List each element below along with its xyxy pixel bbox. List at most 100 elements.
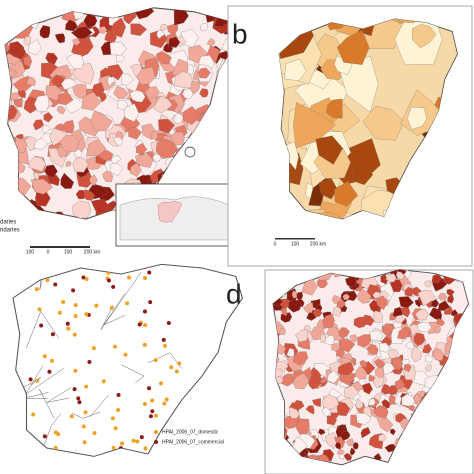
outbreak-point (45, 278, 50, 283)
outbreak-point (66, 326, 71, 331)
district (289, 406, 300, 419)
district (46, 222, 62, 236)
district (378, 433, 387, 442)
district (61, 78, 78, 90)
outbreak-point (50, 332, 55, 337)
outbreak-point (39, 323, 44, 328)
district (128, 127, 142, 140)
scale-bar (275, 238, 315, 240)
district (197, 67, 211, 79)
district (42, 212, 54, 220)
district (412, 24, 437, 49)
boundary (13, 376, 42, 406)
outbreak-point (110, 416, 115, 421)
district (438, 293, 448, 301)
district (60, 172, 74, 189)
district (95, 7, 112, 16)
district (372, 310, 383, 323)
district (284, 58, 307, 81)
district (376, 418, 394, 433)
legend-label: HPAI_2006_07_domestic (162, 429, 219, 435)
district (466, 292, 469, 304)
district (72, 157, 89, 173)
outbreak-point (81, 275, 86, 280)
district (81, 235, 88, 244)
boundary (0, 410, 2, 444)
district (280, 312, 292, 323)
district (374, 358, 386, 369)
district (28, 39, 42, 56)
district (286, 347, 295, 357)
district (90, 110, 113, 132)
district (187, 163, 200, 179)
district (335, 347, 345, 358)
outbreak-point (131, 438, 136, 443)
district (39, 214, 59, 220)
district (173, 71, 193, 89)
scale-label: 100 (64, 249, 73, 255)
scale-label: 100 (26, 249, 35, 255)
outbreak-point (84, 312, 89, 317)
district (199, 88, 209, 98)
district (343, 452, 353, 461)
district (408, 404, 416, 412)
district (98, 26, 108, 34)
district (407, 106, 427, 130)
district (322, 313, 335, 329)
outbreak-point (142, 309, 147, 314)
district (395, 314, 406, 324)
district (320, 334, 327, 343)
boundary (46, 387, 72, 403)
district (34, 94, 50, 112)
outbreak-point (116, 393, 121, 398)
district (82, 220, 95, 233)
outbreak-point (84, 276, 89, 281)
outbreak-point (77, 400, 82, 405)
district (158, 118, 175, 134)
district (337, 30, 370, 65)
north-arrow (184, 146, 196, 158)
district (403, 363, 412, 373)
district (45, 52, 58, 65)
district (58, 91, 74, 105)
scale-label: 200 km (84, 249, 100, 255)
district (425, 354, 434, 364)
district (206, 159, 216, 171)
outbreak-point (166, 320, 171, 325)
district (292, 372, 310, 390)
district (315, 135, 343, 165)
district (292, 351, 309, 366)
boundary (39, 274, 44, 290)
district (109, 17, 126, 38)
boundary (39, 388, 55, 419)
district (401, 393, 416, 407)
district (322, 394, 340, 410)
district (135, 143, 148, 155)
district (292, 290, 297, 299)
district (195, 132, 215, 150)
outbreak-point (47, 369, 52, 374)
outbreak-point (142, 402, 147, 407)
district (71, 26, 93, 39)
district (5, 161, 18, 181)
district (357, 334, 371, 348)
district (44, 218, 63, 220)
legend-swatch (154, 430, 158, 434)
district (279, 327, 286, 336)
district (111, 155, 122, 165)
district (206, 38, 216, 46)
district (54, 33, 66, 44)
outbreak-point (125, 301, 130, 306)
district (437, 300, 450, 311)
outbreak-point (82, 440, 87, 445)
district (164, 156, 184, 174)
district (109, 41, 127, 56)
district (5, 157, 15, 171)
district (44, 164, 58, 178)
district (81, 91, 102, 111)
district (174, 146, 193, 164)
district (206, 161, 217, 171)
district (192, 155, 208, 168)
district (33, 119, 44, 131)
